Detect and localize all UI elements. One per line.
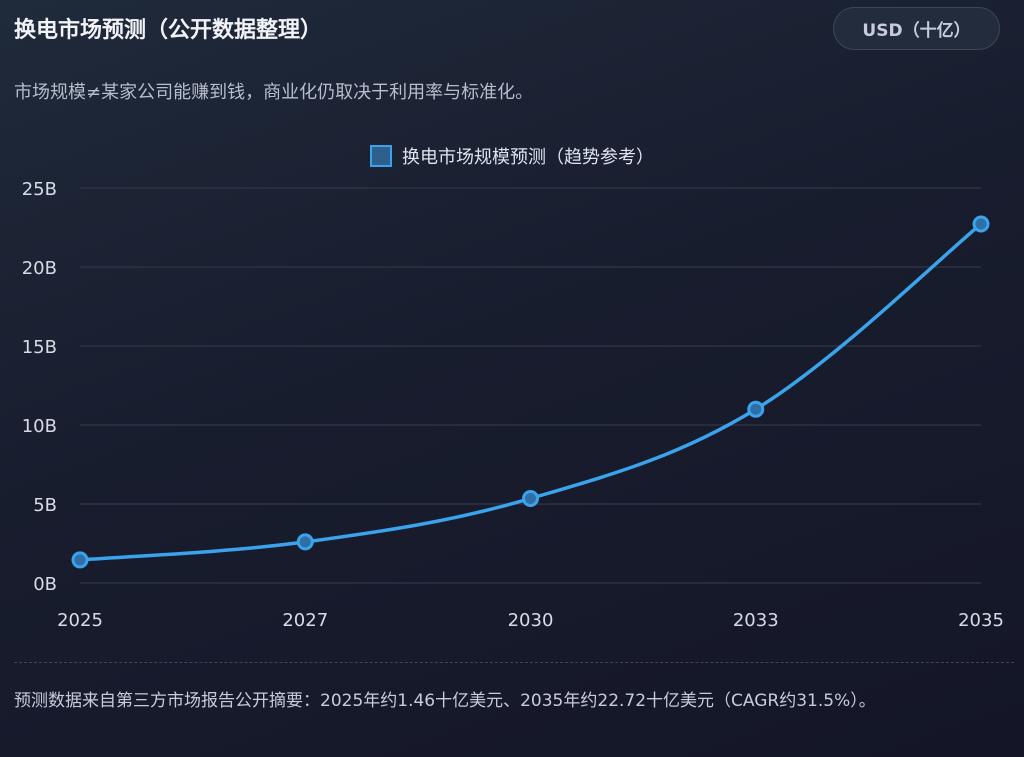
x-tick-label: 2033 xyxy=(733,610,779,631)
x-tick-label: 2030 xyxy=(508,610,554,631)
y-tick-label: 5B xyxy=(33,495,57,516)
data-point xyxy=(71,551,89,569)
page-title: 换电市场预测（公开数据整理） xyxy=(14,18,323,43)
footnote: 预测数据来自第三方市场报告公开摘要：2025年约1.46十亿美元、2035年约2… xyxy=(14,691,876,711)
subtitle: 市场规模≠某家公司能赚到钱，商业化仍取决于利用率与标准化。 xyxy=(14,82,534,103)
data-point xyxy=(522,489,539,507)
y-tick-label: 20B xyxy=(22,258,57,279)
x-tick-label: 2027 xyxy=(282,610,328,631)
unit-toggle-button[interactable]: USD（十亿） xyxy=(833,7,1000,50)
y-tick-label: 15B xyxy=(22,337,57,358)
chart-legend[interactable]: 换电市场规模预测（趋势参考） xyxy=(0,143,1024,169)
data-point xyxy=(972,215,990,233)
y-tick-label: 10B xyxy=(22,416,57,437)
series-line xyxy=(79,222,983,562)
y-tick-label: 0B xyxy=(33,574,57,595)
legend-label: 换电市场规模预测（趋势参考） xyxy=(402,147,654,168)
line-chart: 0B 5B 10B 15B 20B 25B 2025 2027 2030 2033 2035 xyxy=(22,179,1004,631)
x-tick-label: 2025 xyxy=(57,610,103,631)
data-point xyxy=(296,533,314,551)
legend-swatch xyxy=(370,145,392,167)
y-tick-label: 25B xyxy=(22,179,57,200)
x-tick-label: 2035 xyxy=(958,610,1004,631)
divider xyxy=(14,662,1014,663)
data-point xyxy=(747,400,765,418)
